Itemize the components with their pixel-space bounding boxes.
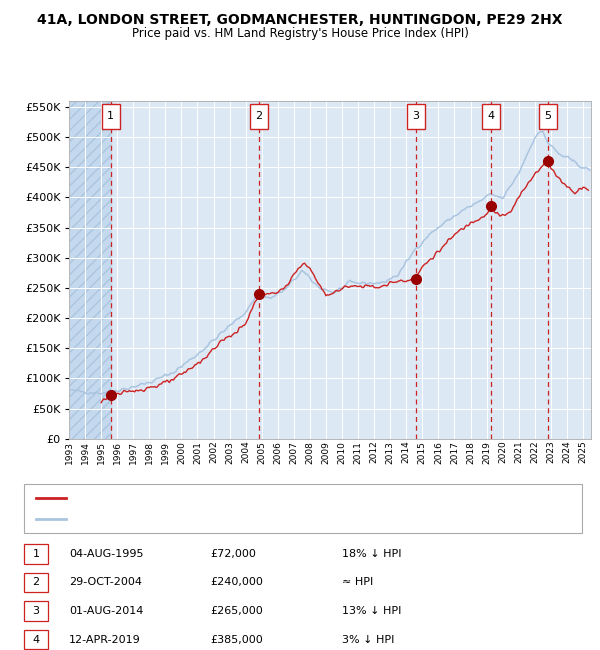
Text: 2017: 2017 — [450, 441, 459, 463]
Text: 1995: 1995 — [97, 441, 106, 463]
Text: 2018: 2018 — [466, 441, 475, 463]
Text: 2021: 2021 — [514, 441, 523, 463]
Text: 1999: 1999 — [161, 441, 170, 463]
Text: 1993: 1993 — [65, 441, 74, 463]
Text: 2019: 2019 — [482, 441, 491, 463]
Bar — [69, 101, 110, 439]
Text: 2001: 2001 — [193, 441, 202, 463]
Text: 2016: 2016 — [434, 441, 443, 463]
Text: 2020: 2020 — [498, 441, 507, 463]
Text: HPI: Average price, detached house, Huntingdonshire: HPI: Average price, detached house, Hunt… — [71, 515, 325, 524]
Text: 2012: 2012 — [370, 441, 379, 463]
Text: 2002: 2002 — [209, 441, 218, 463]
Text: 3: 3 — [412, 111, 419, 122]
Text: 2005: 2005 — [257, 441, 266, 463]
Text: 1997: 1997 — [129, 441, 138, 463]
Text: 2015: 2015 — [418, 441, 427, 463]
Text: 2025: 2025 — [578, 441, 587, 463]
Text: 2022: 2022 — [530, 441, 539, 463]
Text: 4: 4 — [32, 634, 40, 645]
Text: 1996: 1996 — [113, 441, 122, 463]
Text: 3% ↓ HPI: 3% ↓ HPI — [342, 634, 394, 645]
Text: 2003: 2003 — [225, 441, 234, 463]
Text: 2011: 2011 — [353, 441, 362, 463]
Text: Price paid vs. HM Land Registry's House Price Index (HPI): Price paid vs. HM Land Registry's House … — [131, 27, 469, 40]
Text: 2023: 2023 — [547, 441, 556, 463]
Text: 1998: 1998 — [145, 441, 154, 463]
Text: £240,000: £240,000 — [210, 577, 263, 588]
Text: 29-OCT-2004: 29-OCT-2004 — [69, 577, 142, 588]
Text: 1: 1 — [32, 549, 40, 559]
Text: 1: 1 — [107, 111, 114, 122]
Text: £72,000: £72,000 — [210, 549, 256, 559]
Text: 01-AUG-2014: 01-AUG-2014 — [69, 606, 143, 616]
Text: £385,000: £385,000 — [210, 634, 263, 645]
Text: 2024: 2024 — [562, 441, 571, 463]
Text: ≈ HPI: ≈ HPI — [342, 577, 373, 588]
Text: £265,000: £265,000 — [210, 606, 263, 616]
Text: 18% ↓ HPI: 18% ↓ HPI — [342, 549, 401, 559]
Text: 04-AUG-1995: 04-AUG-1995 — [69, 549, 143, 559]
Text: 1994: 1994 — [80, 441, 89, 463]
Text: 2010: 2010 — [338, 441, 347, 463]
Text: 41A, LONDON STREET, GODMANCHESTER, HUNTINGDON, PE29 2HX: 41A, LONDON STREET, GODMANCHESTER, HUNTI… — [37, 13, 563, 27]
Text: 2006: 2006 — [274, 441, 283, 463]
Bar — [69, 101, 110, 439]
Text: 2014: 2014 — [402, 441, 411, 463]
Text: 2004: 2004 — [241, 441, 250, 463]
Text: 2013: 2013 — [386, 441, 395, 463]
Text: 2008: 2008 — [305, 441, 314, 463]
Text: 2007: 2007 — [289, 441, 298, 463]
Text: 3: 3 — [32, 606, 40, 616]
Text: 5: 5 — [544, 111, 551, 122]
Text: 12-APR-2019: 12-APR-2019 — [69, 634, 141, 645]
Text: 2: 2 — [32, 577, 40, 588]
Text: 2000: 2000 — [177, 441, 186, 463]
Text: 13% ↓ HPI: 13% ↓ HPI — [342, 606, 401, 616]
Text: 41A, LONDON STREET, GODMANCHESTER, HUNTINGDON, PE29 2HX (detached house): 41A, LONDON STREET, GODMANCHESTER, HUNTI… — [71, 493, 479, 502]
Text: 4: 4 — [488, 111, 494, 122]
Text: 2009: 2009 — [322, 441, 331, 463]
Text: 2: 2 — [256, 111, 263, 122]
